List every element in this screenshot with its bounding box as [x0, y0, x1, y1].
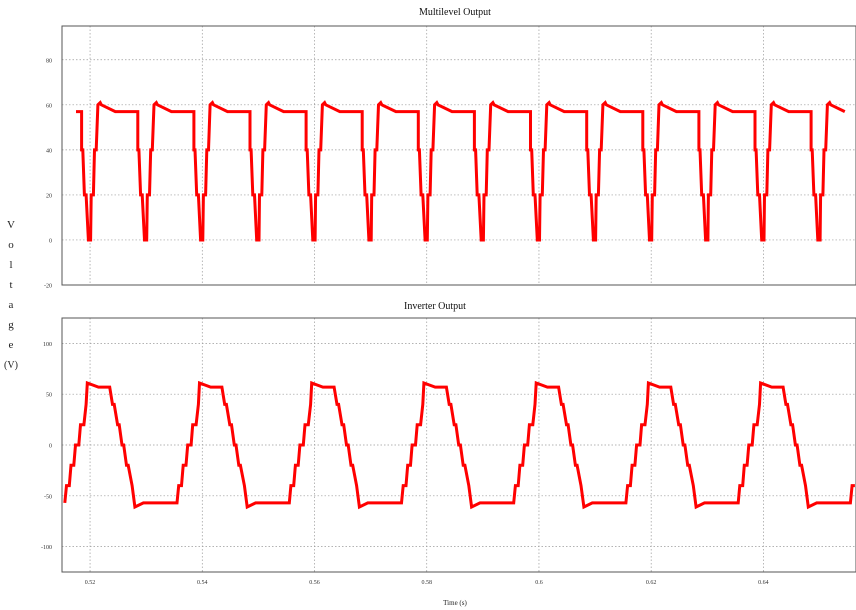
y-label-letter: V: [7, 219, 15, 231]
y-tick-label: -20: [44, 284, 52, 290]
x-tick-label: 0.58: [421, 580, 432, 586]
y-tick-label: 60: [46, 103, 52, 109]
y-tick-label: 0: [49, 238, 52, 244]
y-label-letter: a: [8, 299, 14, 311]
x-tick-label: 0.6: [535, 580, 543, 586]
y-tick-label: 0: [49, 444, 52, 450]
bottom-plot-frame: [61, 317, 856, 573]
waveform-series-line: [63, 380, 855, 510]
y-label-letter: e: [8, 339, 14, 351]
x-tick-label: 0.64: [758, 580, 769, 586]
y-tick-label: -50: [44, 494, 52, 500]
bottom-chart-title: Inverter Output: [404, 301, 466, 312]
x-tick-label: 0.52: [85, 580, 96, 586]
bottom-plot-area: -100 -50 0 50 100 0.52 0.54 0.56 0.58 0.6 0.62 0.64: [41, 318, 856, 586]
y-label-letter: g: [8, 319, 14, 331]
y-tick-label: 80: [46, 58, 52, 64]
y-label-letter: l: [9, 259, 13, 271]
y-label-letter: (V): [4, 360, 18, 371]
x-tick-label: 0.62: [646, 580, 657, 586]
top-chart-title: Multilevel Output: [419, 7, 491, 18]
y-tick-label: 40: [46, 148, 52, 154]
y-tick-label: 100: [43, 342, 52, 348]
y-tick-label: 50: [46, 393, 52, 399]
y-tick-label: 20: [46, 193, 52, 199]
y-tick-label: -100: [41, 545, 52, 551]
y-label-letter: o: [8, 239, 14, 251]
x-axis-label: Time (s): [443, 599, 467, 607]
y-label-letter: t: [9, 279, 13, 291]
waveform-series-line: [76, 100, 846, 242]
x-tick-label: 0.54: [197, 580, 208, 586]
top-plot-frame: [61, 25, 856, 286]
top-plot-area: -20 0 20 40 60 80: [44, 26, 856, 290]
x-tick-label: 0.56: [309, 580, 320, 586]
